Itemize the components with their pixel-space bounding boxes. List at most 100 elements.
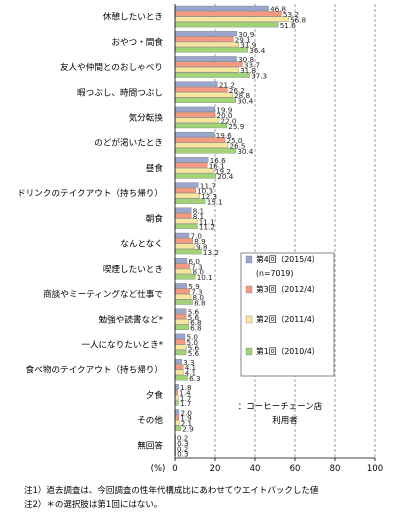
data-label-5-1: 25.0 [227, 136, 243, 145]
data-label-7-3: 15.1 [207, 197, 223, 206]
data-label-12-2: 6.8 [190, 318, 202, 327]
data-label-9-0: 7.0 [191, 232, 203, 241]
data-label-1-0: 30.9 [238, 30, 254, 39]
bar-2-3 [174, 72, 250, 78]
data-label-16-2: 2.1 [181, 419, 192, 428]
legend-swatch-2 [245, 315, 253, 324]
category-label-9: なんとなく [120, 239, 163, 250]
data-label-15-1: 1.4 [179, 388, 191, 397]
bar-6-1 [174, 162, 208, 168]
category-label-11: 商談やミーティングなど仕事で [43, 288, 163, 300]
category-label-7: ドリンクのテイクアウト（持ち帰り） [17, 187, 163, 199]
legend-n-note: (n=7019) [256, 269, 293, 278]
category-label-13: 一人になりたいとき* [81, 340, 163, 351]
data-label-4-2: 22.0 [221, 116, 237, 125]
data-label-1-2: 31.9 [240, 41, 256, 50]
bar-11-3 [174, 299, 193, 305]
data-label-7-2: 12.3 [201, 192, 217, 201]
bar-6-0 [174, 157, 209, 163]
data-label-3-3: 30.4 [237, 97, 253, 106]
bar-14-2 [174, 369, 184, 375]
legend-box [240, 252, 335, 377]
bar-10-2 [174, 268, 192, 275]
data-label-12-0: 5.6 [188, 307, 200, 316]
data-label-1-1: 29.1 [235, 35, 251, 44]
data-label-2-0: 30.8 [238, 55, 254, 64]
bar-4-3 [174, 122, 227, 129]
category-label-8: 朝食 [146, 212, 164, 224]
bar-8-1 [174, 213, 192, 219]
data-label-6-3: 20.4 [217, 172, 233, 181]
category-labels-group: 休憩したいときおやつ・間食友人や仲間とのおしゃべり暇つぶし、時間つぶし気分転換の… [17, 11, 164, 452]
bar-5-3 [174, 148, 236, 154]
x-axis: 0 20 40 60 80 100 (%) [151, 4, 383, 474]
data-label-17-2: 0.2 [177, 444, 188, 453]
data-label-0-3: 51.6 [280, 21, 296, 30]
data-label-3-1: 26.2 [229, 86, 245, 95]
bar-6-2 [174, 167, 214, 174]
data-label-16-0: 2.0 [181, 408, 193, 417]
bar-5-0 [174, 131, 215, 138]
data-label-9-2: 9.8 [196, 243, 208, 252]
bar-13-0 [174, 333, 186, 339]
x-tick-label-80: 80 [330, 464, 341, 474]
grid-lines [214, 4, 376, 458]
category-label-4: 気分転換 [129, 112, 164, 124]
data-label-4-3: 25.9 [228, 122, 244, 131]
bar-12-0 [174, 308, 187, 314]
data-label-11-3: 8.8 [194, 298, 206, 307]
data-label-5-2: 26.5 [230, 142, 246, 151]
category-label-6: 昼食 [146, 162, 164, 174]
bar-0-0 [174, 5, 269, 12]
data-label-14-2: 4.1 [185, 369, 196, 378]
bar-16-2 [174, 420, 180, 426]
data-label-7-1: 10.3 [197, 187, 213, 196]
data-label-13-3: 5.6 [188, 349, 200, 358]
data-label-12-3: 6.8 [190, 324, 202, 333]
bar-16-0 [174, 409, 180, 415]
bar-12-3 [174, 324, 189, 330]
data-label-17-1: 0.3 [177, 439, 188, 448]
category-label-17: 無回答 [137, 439, 163, 451]
bar-2-0 [174, 56, 237, 62]
data-label-17-0: 0.2 [177, 433, 188, 442]
x-tick-label-0: 0 [172, 464, 177, 474]
x-tick-label-60: 60 [290, 464, 301, 474]
legend-label-3: 第1回（2010/4） [256, 346, 320, 356]
legend-label-2: 第2回（2011/4） [256, 314, 320, 324]
category-label-2: 友人や仲間とのおしゃべり [60, 61, 163, 73]
legend-swatch-1 [245, 285, 253, 294]
category-label-0: 休憩したいとき [103, 11, 163, 23]
bar-10-0 [174, 258, 188, 264]
footnote-2: 注2）＊の選択肢は第1回にはない。 [24, 500, 163, 510]
data-label-3-0: 21.2 [219, 80, 235, 89]
category-label-1: おやつ・間食 [111, 36, 163, 48]
legend-label-1: 第3回（2012/4） [256, 284, 320, 294]
category-label-16: その他 [137, 414, 163, 426]
data-label-3-2: 28.8 [234, 91, 250, 100]
legend-swatch-3 [245, 347, 253, 356]
bar-6-3 [174, 173, 216, 179]
data-label-11-2: 8.0 [193, 293, 205, 302]
x-axis-label: (%) [151, 464, 166, 474]
data-label-13-1: 5.0 [187, 338, 199, 347]
category-label-3: 暇つぶし、時間つぶし [77, 87, 163, 98]
data-label-13-0: 5.0 [187, 333, 199, 342]
bar-1-3 [174, 47, 248, 53]
data-label-2-1: 33.7 [244, 61, 260, 70]
data-label-10-3: 10.1 [197, 273, 213, 282]
bar-16-1 [174, 414, 179, 421]
bar-4-1 [174, 112, 216, 118]
data-label-10-2: 8.0 [193, 268, 205, 277]
data-label-4-0: 19.9 [216, 106, 232, 115]
bar-1-2 [174, 41, 239, 48]
bar-4-0 [174, 106, 215, 112]
data-label-13-2: 5.6 [188, 343, 200, 352]
bar-15-3 [174, 400, 179, 406]
data-label-12-1: 5.6 [188, 313, 200, 322]
data-label-1-3: 36.4 [249, 46, 265, 55]
data-label-0-2: 56.8 [290, 16, 306, 25]
data-label-6-1: 16.1 [209, 161, 225, 170]
x-tick-label-20: 20 [210, 464, 221, 474]
bar-2-2 [174, 67, 239, 73]
